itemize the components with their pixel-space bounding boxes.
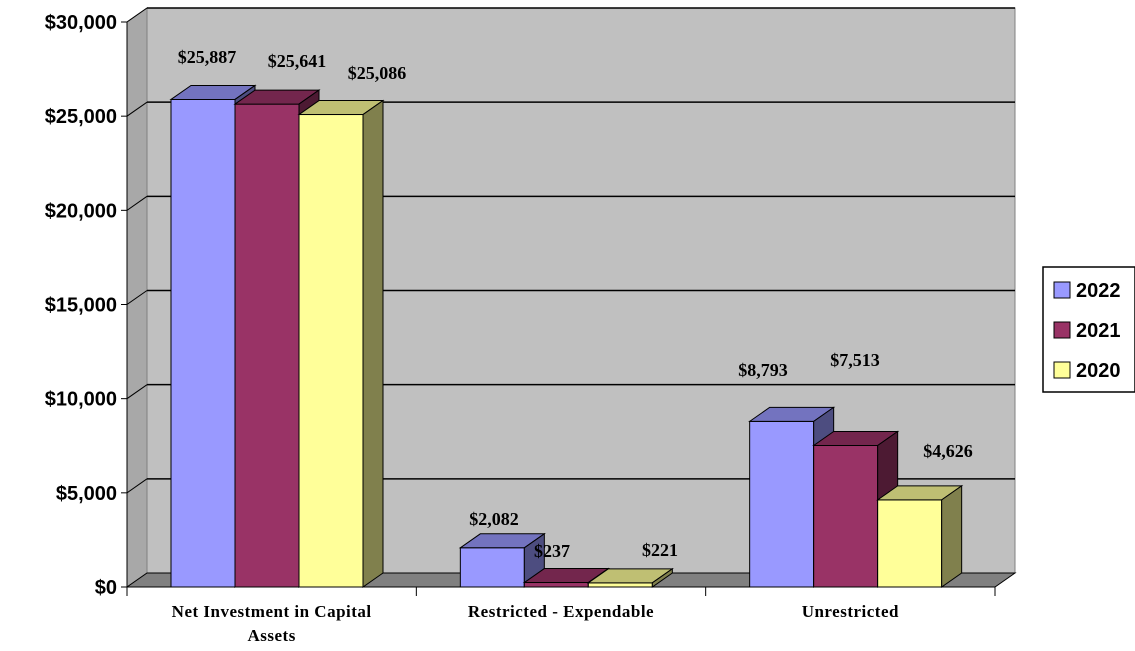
bar-front <box>587 582 653 588</box>
bar-front <box>813 445 879 588</box>
data-label: $2,082 <box>469 509 519 529</box>
bar-side <box>362 99 384 588</box>
gridline-side <box>126 478 148 494</box>
x-tick-label: Assets <box>247 626 295 645</box>
x-tick-label: Net Investment in Capital <box>172 602 372 621</box>
y-tick-label: $15,000 <box>45 295 117 317</box>
bar-side <box>941 484 963 588</box>
bar-front <box>234 103 300 588</box>
data-label: $25,086 <box>348 63 407 83</box>
data-label: $237 <box>534 541 570 561</box>
data-label: $25,887 <box>178 47 237 67</box>
gridline-side <box>126 101 148 117</box>
y-tick-label: $30,000 <box>45 12 117 34</box>
bar-front <box>298 114 364 588</box>
data-label: $4,626 <box>923 441 973 461</box>
data-label: $8,793 <box>738 360 788 380</box>
x-tick-label: Unrestricted <box>802 602 899 621</box>
y-tick-label: $10,000 <box>45 389 117 411</box>
bar-front <box>459 547 525 588</box>
y-tick-label: $5,000 <box>56 483 117 505</box>
gridline-side <box>126 384 148 400</box>
data-label: $221 <box>642 540 678 560</box>
y-tick-label: $0 <box>95 577 117 599</box>
gridline-side <box>126 195 148 211</box>
y-tick-label: $25,000 <box>45 106 117 128</box>
bar-front <box>877 499 943 588</box>
legend-label: 2020 <box>1076 360 1121 382</box>
legend-swatch <box>1053 361 1071 379</box>
data-label: $25,641 <box>268 51 327 71</box>
legend-swatch <box>1053 321 1071 339</box>
gridline-side <box>126 7 148 23</box>
gridline-side <box>126 290 148 305</box>
bar-front <box>523 582 589 588</box>
legend-label: 2022 <box>1076 280 1121 302</box>
bar-side <box>651 567 673 588</box>
x-tick-label: Restricted - Expendable <box>468 602 654 621</box>
bar-front <box>749 420 815 588</box>
y-tick-label: $20,000 <box>45 200 117 222</box>
legend-label: 2021 <box>1076 320 1121 342</box>
legend-swatch <box>1053 281 1071 299</box>
data-label: $7,513 <box>830 350 880 370</box>
bar-front <box>170 98 236 588</box>
